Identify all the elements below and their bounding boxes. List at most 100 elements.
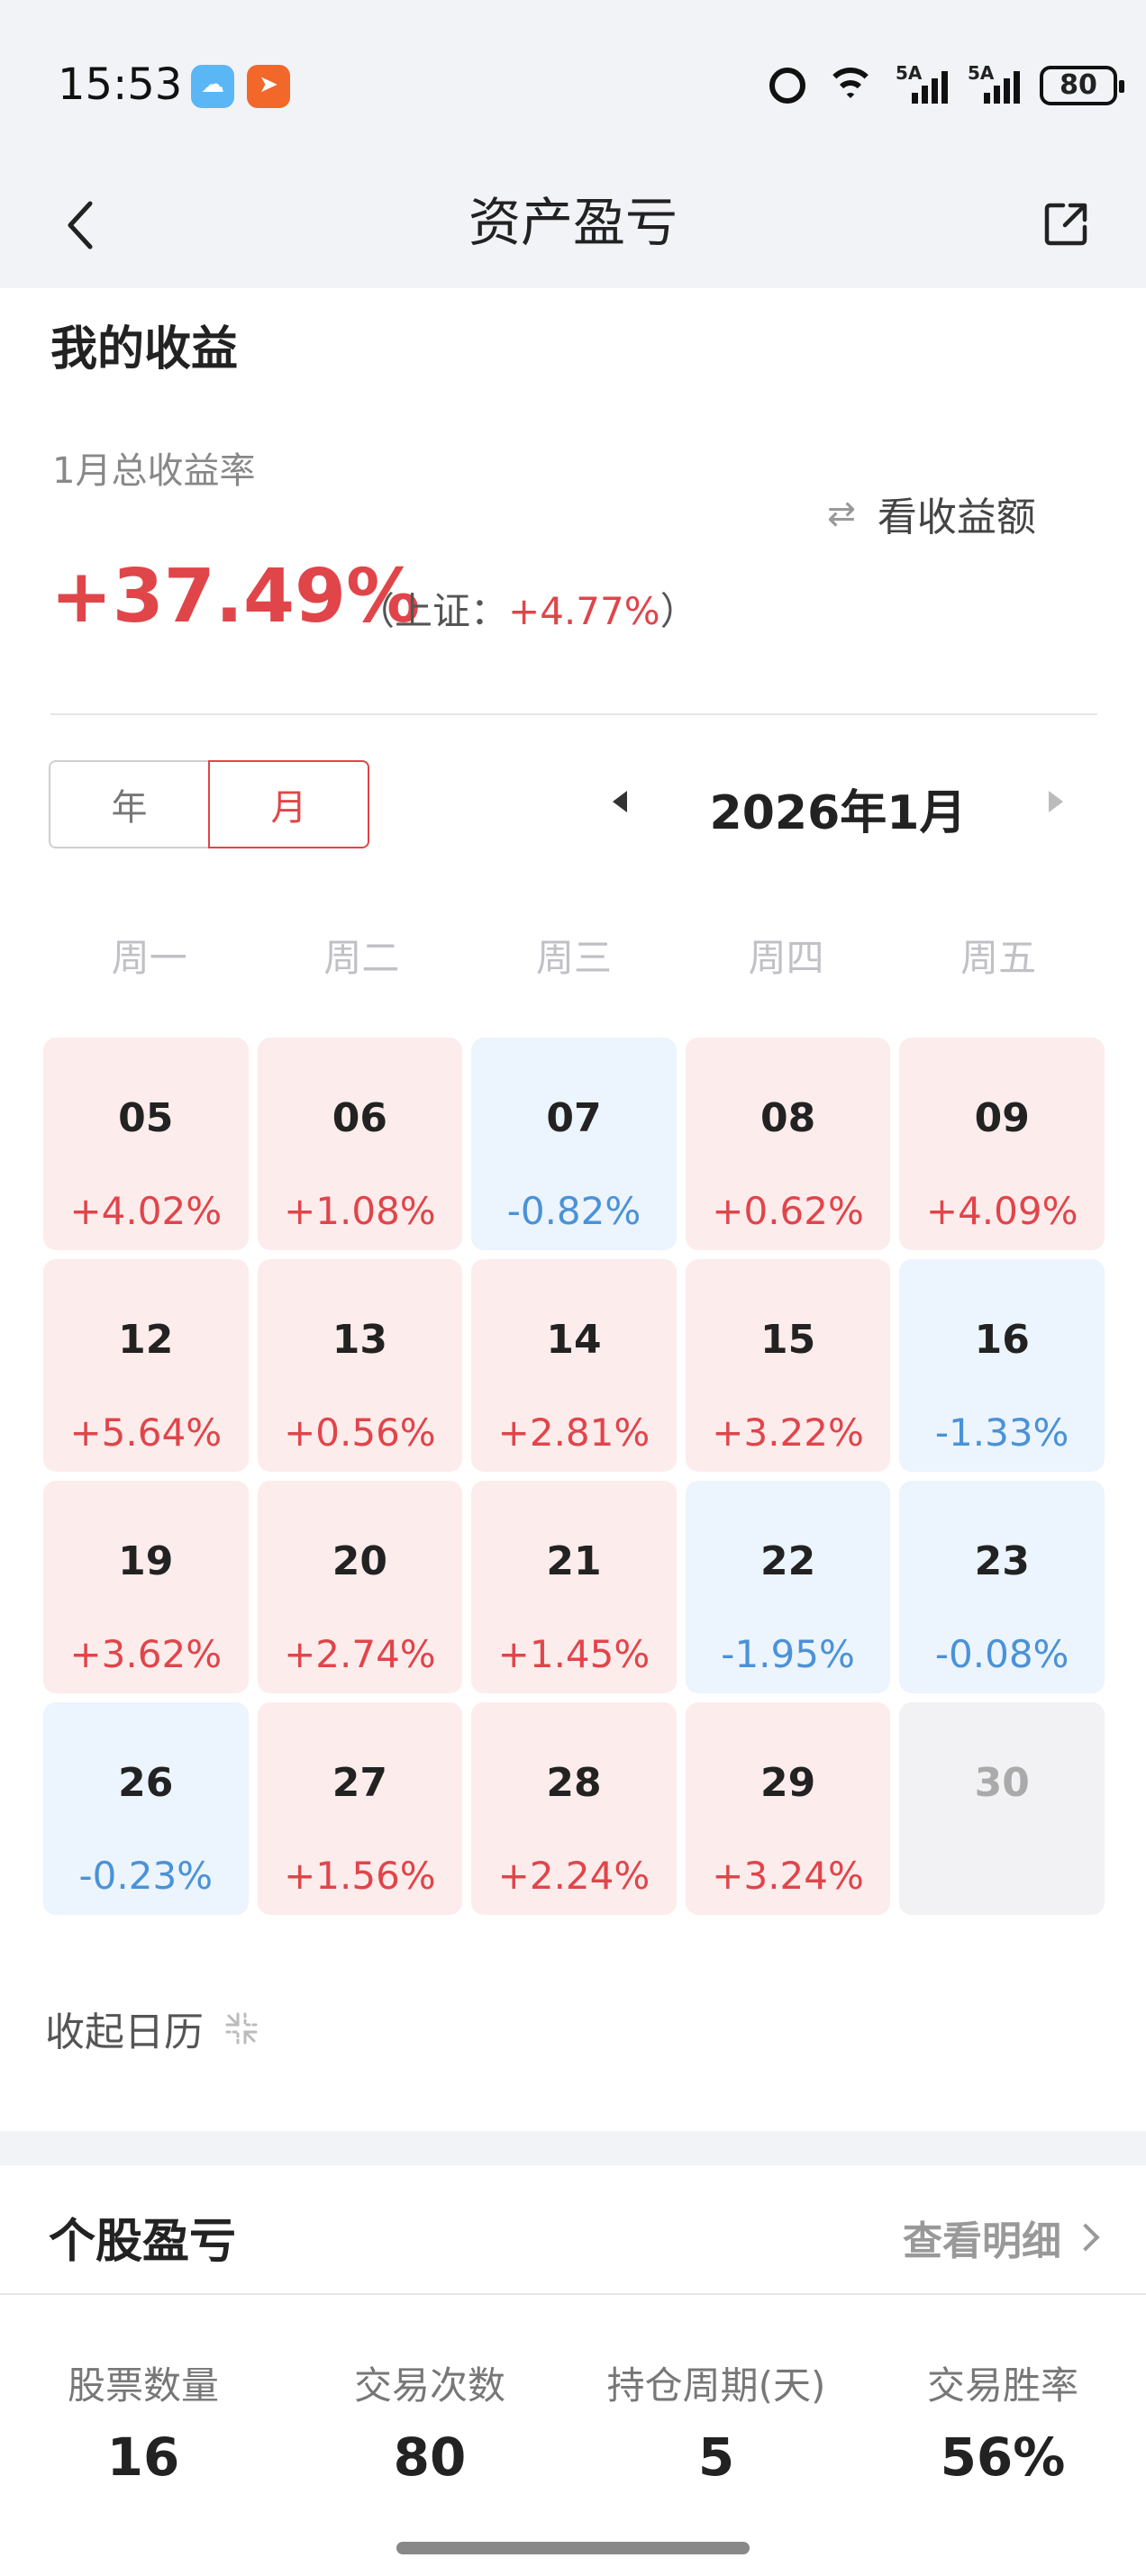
calendar-day-cell[interactable]: 20 +2.74% <box>257 1481 463 1693</box>
view-details-label: 查看明细 <box>903 2218 1061 2264</box>
calendar-day-cell[interactable]: 15 +3.22% <box>685 1259 891 1472</box>
calendar-day-return: +0.56% <box>284 1410 436 1455</box>
stat-label: 持仓周期(天) <box>606 2363 826 2408</box>
calendar-day-number: 08 <box>759 1095 816 1141</box>
calendar-day-cell[interactable]: 12 +5.64% <box>43 1259 249 1472</box>
calendar-day-return: +1.08% <box>284 1189 436 1233</box>
calendar-day-return: +4.09% <box>925 1189 1078 1233</box>
calendar-day-return: +4.02% <box>69 1189 223 1233</box>
calendar-day-cell[interactable]: 19 +3.62% <box>43 1481 249 1693</box>
calendar-day-return: +3.24% <box>712 1854 864 1898</box>
calendar-day-number: 06 <box>332 1095 387 1141</box>
status-time: 15:53 <box>58 59 183 110</box>
calendar-day-number: 15 <box>759 1317 816 1363</box>
calendar-day-number: 21 <box>546 1538 602 1584</box>
period-selector: 年 月 <box>49 760 369 848</box>
signal-icon: 5A <box>896 62 948 104</box>
benchmark-prefix: （上证： <box>357 589 509 633</box>
page-title: 资产盈亏 <box>468 192 678 253</box>
calendar-day-cell[interactable]: 28 +2.24% <box>471 1702 677 1915</box>
view-amount-label: 看收益额 <box>877 494 1036 540</box>
stat-value: 5 <box>697 2426 735 2488</box>
collapse-calendar-button[interactable]: 收起日历 <box>45 2000 259 2057</box>
view-amount-toggle[interactable]: ⇄ 看收益额 <box>827 485 1036 542</box>
total-return-rate: +37.49% <box>50 554 421 639</box>
calendar-day-number: 12 <box>118 1317 174 1363</box>
view-details-link[interactable]: 查看明细 <box>903 2209 1100 2266</box>
calendar-day-cell[interactable]: 23 -0.08% <box>899 1481 1105 1693</box>
stat-item: 持仓周期(天) 5 <box>573 2355 860 2488</box>
battery-icon: 80 <box>1040 66 1124 105</box>
weekday-label: 周三 <box>535 936 612 980</box>
calendar-day-return: +2.81% <box>497 1410 650 1455</box>
calendar-day-cell[interactable]: 22 -1.95% <box>685 1481 891 1693</box>
status-bar: 15:53 ☁ ➤ 5A 5A 80 <box>0 0 1146 162</box>
back-icon[interactable] <box>63 198 99 252</box>
calendar-day-cell[interactable]: 08 +0.62% <box>685 1038 891 1250</box>
my-earnings-title: 我的收益 <box>50 322 239 376</box>
calendar-day-number: 29 <box>759 1760 816 1806</box>
calendar-day-cell[interactable]: 05 +4.02% <box>43 1038 249 1250</box>
alarm-icon <box>769 68 805 104</box>
stat-item: 交易胜率 56% <box>860 2355 1146 2488</box>
system-icons: 5A 5A 80 <box>769 62 1124 108</box>
calendar-day-number: 13 <box>332 1317 387 1363</box>
stat-label: 股票数量 <box>67 2363 219 2408</box>
calendar-day-number: 07 <box>546 1095 602 1141</box>
benchmark-compare: （上证：+4.77%） <box>357 581 698 636</box>
calendar-day-number: 23 <box>974 1538 1030 1584</box>
wifi-icon <box>825 68 876 104</box>
calendar-day-cell[interactable]: 16 -1.33% <box>899 1259 1105 1472</box>
calendar-day-return: +0.62% <box>712 1189 864 1233</box>
calendar-day-cell[interactable]: 26 -0.23% <box>43 1702 249 1915</box>
calendar-day-cell[interactable]: 27 +1.56% <box>257 1702 463 1915</box>
swap-icon: ⇄ <box>827 494 856 533</box>
calendar-day-number: 19 <box>118 1538 174 1584</box>
calendar-day-return: +2.74% <box>284 1632 436 1676</box>
calendar-day-number: 22 <box>759 1538 816 1584</box>
calendar-grid: 05 +4.02% 06 +1.08% 07 -0.82% 08 +0.62% 09 +4.09%… <box>43 1038 1105 1915</box>
stock-pnl-title: 个股盈亏 <box>49 2215 237 2269</box>
prev-month-icon[interactable] <box>613 791 627 812</box>
calendar-day-cell[interactable]: 21 +1.45% <box>471 1481 677 1693</box>
period-year-button[interactable]: 年 <box>49 760 208 848</box>
stat-value: 56% <box>940 2426 1066 2488</box>
notification-app2-icon: ➤ <box>247 65 290 108</box>
divider <box>50 713 1097 715</box>
calendar-day-cell[interactable]: 13 +0.56% <box>257 1259 463 1472</box>
calendar-day-cell[interactable]: 30 <box>899 1702 1105 1915</box>
calendar-day-number: 30 <box>974 1760 1030 1806</box>
weekday-label: 周四 <box>748 936 824 980</box>
collapse-icon <box>225 2012 258 2045</box>
calendar-day-number: 27 <box>332 1760 387 1806</box>
calendar-day-cell[interactable]: 09 +4.09% <box>899 1038 1105 1250</box>
calendar-day-number: 20 <box>332 1538 387 1584</box>
nav-bar <box>0 162 1146 288</box>
divider <box>0 2293 1146 2295</box>
stat-item: 股票数量 16 <box>0 2355 286 2488</box>
period-month-button[interactable]: 月 <box>208 760 369 848</box>
weekday-label: 周一 <box>111 936 187 980</box>
month-rate-label: 1月总收益率 <box>52 450 256 492</box>
calendar-day-cell[interactable]: 14 +2.81% <box>471 1259 677 1472</box>
calendar-day-return: +3.62% <box>69 1632 223 1676</box>
calendar-day-return: -1.95% <box>721 1632 855 1676</box>
stat-value: 16 <box>106 2426 180 2488</box>
weekday-label: 周五 <box>960 936 1037 980</box>
weekday-label: 周二 <box>323 936 400 980</box>
calendar-day-cell[interactable]: 06 +1.08% <box>257 1038 463 1250</box>
home-indicator[interactable] <box>396 2542 750 2554</box>
calendar-day-return: +2.24% <box>497 1854 650 1898</box>
next-month-icon[interactable] <box>1049 791 1063 812</box>
stat-value: 80 <box>393 2426 467 2488</box>
calendar-day-return: -0.08% <box>934 1632 1069 1676</box>
calendar-day-cell[interactable]: 07 -0.82% <box>471 1038 677 1250</box>
benchmark-value: +4.77% <box>508 589 660 633</box>
collapse-calendar-label: 收起日历 <box>45 2009 204 2055</box>
calendar-day-cell[interactable]: 29 +3.24% <box>685 1702 891 1915</box>
stat-item: 交易次数 80 <box>286 2355 573 2488</box>
stat-label: 交易胜率 <box>926 2363 1078 2408</box>
share-icon[interactable] <box>1041 198 1092 249</box>
calendar-day-return: +1.45% <box>497 1632 650 1676</box>
weekday-header: 周一 周二 周三 周四 周五 <box>43 928 1105 983</box>
